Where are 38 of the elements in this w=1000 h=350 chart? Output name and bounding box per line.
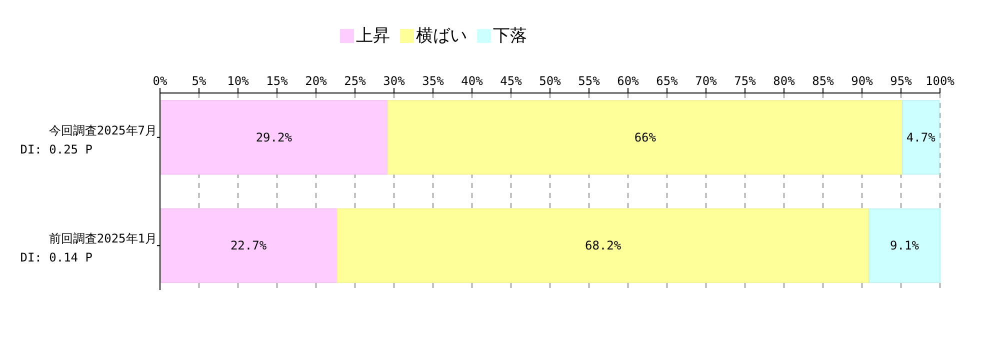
x-tick-label: 5% — [192, 74, 207, 88]
y-tick-label: 前回調査2025年1月 DI: 0.14 P — [13, 232, 157, 265]
legend-label: 横ばい — [416, 26, 467, 46]
bar — [902, 100, 940, 175]
x-tick-label: 85% — [812, 74, 835, 88]
x-tick-label: 95% — [890, 74, 913, 88]
data-label: 22.7% — [230, 238, 268, 253]
bar — [868, 208, 940, 283]
x-tick-label: 20% — [305, 74, 328, 88]
x-tick-label: 10% — [227, 74, 250, 88]
bar — [387, 100, 904, 175]
data-label: 68.2% — [584, 238, 622, 253]
y-tick-label: 今回調査2025年7月 DI: 0.25 P — [13, 123, 157, 156]
x-tick-label: 90% — [851, 74, 874, 88]
x-tick-label: 40% — [461, 74, 484, 88]
x-tick-label: 15% — [266, 74, 289, 88]
x-tick-label: 75% — [734, 74, 757, 88]
legend-label: 下落 — [493, 26, 527, 46]
x-tick-label: 70% — [695, 74, 718, 88]
data-label: 4.7% — [906, 130, 936, 144]
x-tick-label: 60% — [617, 74, 640, 88]
x-tick-label: 25% — [344, 74, 367, 88]
x-tick-label: 45% — [500, 74, 523, 88]
x-tick-label: 80% — [773, 74, 796, 88]
x-tick-label: 65% — [656, 74, 679, 88]
x-tick-label: 30% — [383, 74, 406, 88]
x-tick-label: 0% — [152, 74, 168, 88]
data-label: 29.2% — [256, 130, 293, 144]
x-tick-label: 50% — [539, 74, 562, 88]
bar — [160, 100, 388, 175]
bar — [336, 208, 870, 283]
legend-label: 上昇 — [356, 26, 390, 46]
x-tick-label: 35% — [422, 74, 445, 88]
data-label: 66% — [634, 130, 657, 144]
x-tick-label: 55% — [578, 74, 601, 88]
x-tick-label: 100% — [926, 74, 956, 88]
bar — [160, 208, 338, 283]
data-label: 9.1% — [890, 238, 920, 253]
